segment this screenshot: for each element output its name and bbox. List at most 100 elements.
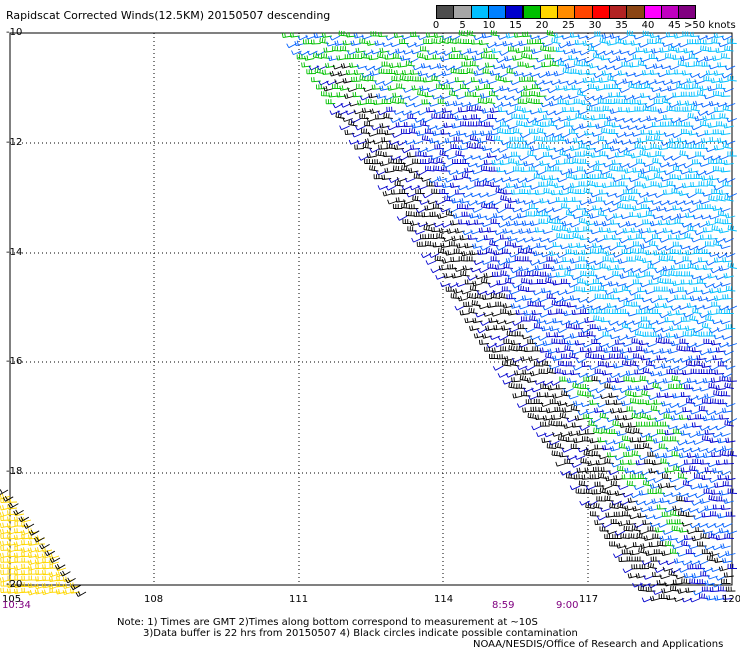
- wind-barb: [720, 470, 731, 476]
- wind-barb: [722, 557, 733, 564]
- wind-barb: [351, 132, 363, 138]
- wind-barb: [490, 292, 501, 299]
- wind-barb: [676, 403, 688, 408]
- wind-barb: [670, 585, 680, 592]
- wind-barb: [428, 101, 440, 107]
- wind-barb: [494, 342, 506, 348]
- wind-barb: [705, 315, 715, 322]
- wind-barb: [619, 163, 630, 168]
- wind-barb: [537, 297, 549, 303]
- wind-barb: [537, 259, 549, 265]
- wind-barb: [684, 478, 696, 483]
- wind-barb: [14, 545, 25, 551]
- wind-barb: [700, 533, 710, 539]
- wind-barb: [480, 53, 491, 59]
- wind-barb: [645, 175, 656, 181]
- wind-barb: [345, 69, 356, 76]
- wind-barb: [576, 358, 587, 364]
- wind-barb: [376, 129, 387, 135]
- wind-barb: [386, 106, 397, 112]
- wind-barb: [369, 165, 379, 172]
- wind-barb: [671, 133, 683, 139]
- wind-barb: [579, 50, 590, 56]
- wind-barb: [407, 58, 419, 64]
- wind-barb: [525, 247, 536, 254]
- wind-barb: [647, 263, 657, 269]
- wind-barb: [607, 75, 617, 82]
- wind-barb: [415, 151, 425, 157]
- wind-barb: [715, 385, 726, 391]
- wind-barb: [535, 208, 547, 214]
- wind-barb: [580, 308, 590, 314]
- wind-barb: [676, 383, 686, 389]
- wind-barb: [556, 215, 568, 221]
- wind-barb: [681, 578, 691, 584]
- wind-barb: [314, 67, 324, 74]
- wind-barb: [472, 55, 483, 61]
- wind-barb: [2, 495, 14, 502]
- wind-barb: [452, 159, 462, 164]
- wind-barb: [699, 234, 710, 240]
- wind-barb: [651, 459, 662, 466]
- wind-barb: [361, 34, 373, 40]
- legend-unit-label: >50 knots: [684, 20, 736, 31]
- wind-barb: [626, 406, 637, 412]
- wind-barb: [60, 570, 71, 577]
- wind-barb: [631, 412, 641, 419]
- wind-barb: [595, 388, 606, 394]
- wind-barb: [23, 523, 35, 529]
- wind-barb: [722, 181, 733, 187]
- wind-barb: [449, 110, 461, 116]
- wind-barb: [383, 151, 393, 158]
- wind-barb: [637, 137, 648, 143]
- wind-barb: [699, 386, 710, 392]
- wind-barb: [650, 331, 661, 337]
- wind-barb: [565, 361, 576, 367]
- wind-barb: [629, 360, 640, 367]
- wind-barb: [629, 474, 640, 480]
- wind-barb: [680, 391, 691, 398]
- wind-barb: [590, 77, 601, 83]
- wind-barb: [578, 256, 589, 262]
- wind-barb: [549, 60, 560, 67]
- wind-barb: [521, 391, 531, 397]
- wind-barb: [547, 46, 558, 52]
- wind-barb: [584, 467, 595, 473]
- wind-barb: [689, 315, 699, 322]
- wind-barb: [519, 189, 529, 194]
- wind-barb: [544, 54, 555, 60]
- wind-barb: [589, 248, 600, 254]
- wind-barb: [576, 430, 587, 436]
- wind-barb: [688, 544, 699, 550]
- wind-barb: [538, 218, 549, 224]
- wind-barb: [649, 595, 661, 602]
- wind-barb: [411, 49, 422, 55]
- wind-barb: [687, 208, 699, 214]
- wind-barb: [671, 188, 681, 194]
- wind-barb: [722, 219, 733, 225]
- wind-barb: [444, 195, 454, 202]
- wind-barb: [671, 375, 681, 382]
- wind-barb: [335, 112, 345, 119]
- wind-barb: [590, 152, 601, 158]
- wind-barb: [519, 133, 531, 139]
- wind-barb: [404, 177, 416, 183]
- time-label-3: 9:00: [556, 600, 579, 611]
- wind-barb: [383, 112, 393, 119]
- wind-barb: [391, 75, 401, 82]
- wind-barb: [528, 279, 539, 285]
- wind-barb: [691, 573, 702, 579]
- wind-barb: [540, 383, 550, 389]
- wind-barb: [531, 48, 542, 55]
- wind-barb: [506, 142, 517, 149]
- wind-barb: [573, 474, 584, 480]
- wind-barb: [555, 384, 566, 390]
- wind-barb: [574, 455, 586, 460]
- wind-barb: [574, 415, 585, 421]
- wind-barb: [603, 347, 614, 354]
- wind-barb: [319, 37, 329, 44]
- wind-barb: [644, 308, 654, 314]
- wind-barb: [469, 285, 480, 292]
- wind-barb: [709, 511, 720, 517]
- wind-barb: [516, 271, 526, 277]
